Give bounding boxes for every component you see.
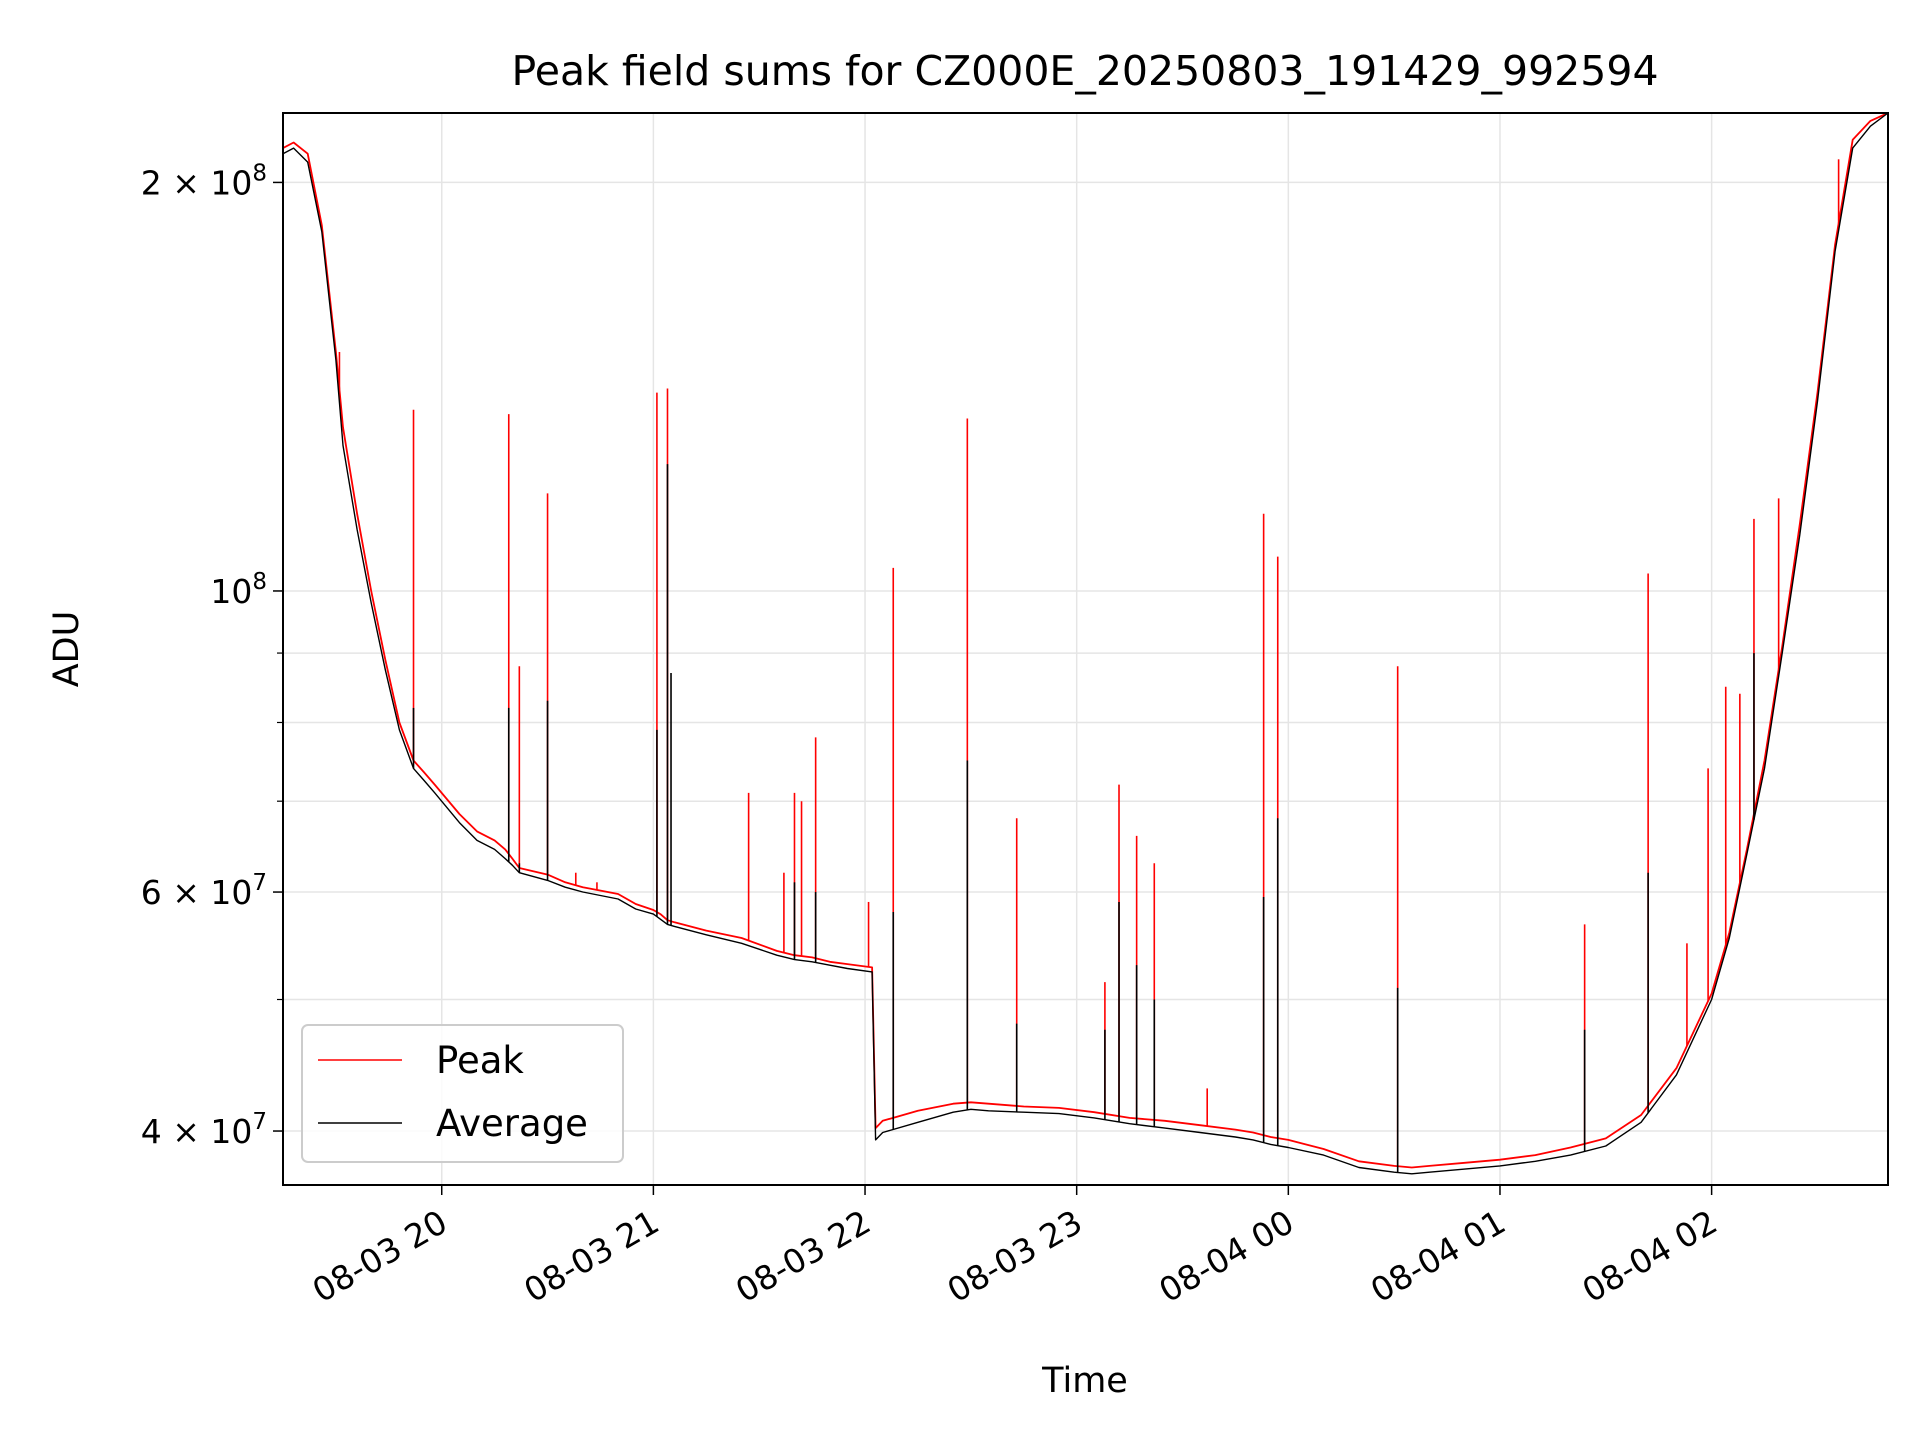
chart-title: Peak field sums for CZ000E_20250803_1914… [511,47,1658,95]
legend-peak-label: Peak [436,1039,524,1082]
x-axis-label: Time [1041,1361,1128,1401]
y-tick-base: 4 × 10 [141,1112,253,1151]
axes-frame [282,112,1889,1186]
y-tick-base: 6 × 10 [141,873,253,912]
series-average-line [282,112,1889,1175]
y-tick-exponent: 8 [252,569,267,595]
legend-average-label: Average [436,1102,588,1145]
y-tick-label: 4 × 107 [141,1109,267,1151]
series-layer [282,112,1889,1175]
y-tick-label: 6 × 107 [141,870,267,912]
y-tick-base: 10 [210,572,252,611]
y-tick-label: 2 × 108 [141,160,267,202]
legend: Peak Average [301,1024,624,1163]
y-tick-label: 108 [210,569,267,611]
y-tick-exponent: 7 [252,1109,267,1135]
y-tick-exponent: 8 [252,160,267,186]
y-tick-exponent: 7 [252,870,267,896]
series-peak-line [282,112,1889,1169]
y-axis-label: ADU [47,611,87,688]
y-tick-base: 2 × 10 [141,163,253,202]
